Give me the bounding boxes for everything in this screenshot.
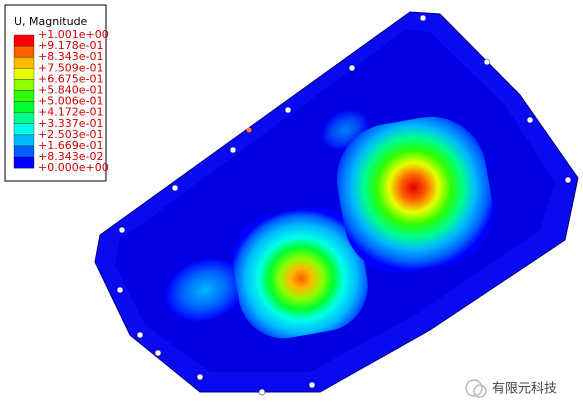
legend-swatch xyxy=(13,90,35,102)
legend-swatch xyxy=(13,79,35,91)
legend-label: +1.669e-01 xyxy=(38,139,103,152)
legend-swatch xyxy=(13,34,35,47)
legend-swatch xyxy=(13,156,35,169)
legend-swatch xyxy=(13,68,35,80)
legend-title: U, Magnitude xyxy=(14,15,88,28)
legend-label: +0.000e+00 xyxy=(38,161,109,174)
legend-label: +3.337e-01 xyxy=(38,117,103,130)
legend-label: +1.001e+00 xyxy=(38,28,109,41)
legend-label: +7.509e-01 xyxy=(38,61,103,74)
legend-swatch xyxy=(13,123,35,136)
legend-label: +5.006e-01 xyxy=(38,95,103,108)
legend-swatch xyxy=(13,145,35,158)
legend-label: +2.503e-01 xyxy=(38,128,103,141)
legend-label: +9.178e-01 xyxy=(38,39,103,52)
legend-swatch xyxy=(13,57,35,69)
watermark-text: 有限元科技 xyxy=(492,382,557,397)
legend-label: +8.343e-01 xyxy=(38,50,103,63)
legend-swatch xyxy=(13,45,35,58)
legend-swatch xyxy=(13,101,35,113)
legend-swatch xyxy=(13,134,35,147)
watermark: 有限元科技 xyxy=(465,379,557,398)
legend-rows: +1.001e+00+9.178e-01+8.343e-01+7.509e-01… xyxy=(13,28,109,174)
legend-label: +4.172e-01 xyxy=(38,106,103,119)
legend-label: +6.675e-01 xyxy=(38,72,103,85)
legend-label: +8.343e-02 xyxy=(38,150,103,163)
legend-label: +5.840e-01 xyxy=(38,84,103,97)
oil-pan-model xyxy=(94,11,579,396)
legend-swatch xyxy=(13,112,35,124)
